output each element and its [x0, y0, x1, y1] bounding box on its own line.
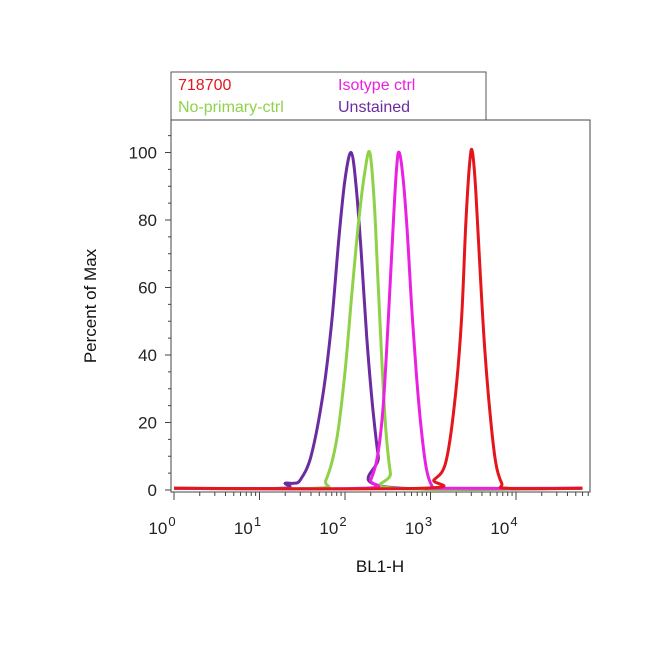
legend-entry-no-primary-ctrl: No-primary-ctrl [178, 99, 284, 116]
series-no-primary-ctrl-line [173, 149, 583, 491]
x-axis: 100 101 102 103 104 [148, 492, 589, 538]
x-tick-exponent: 1 [254, 514, 261, 529]
x-axis-title: BL1-H [356, 557, 404, 576]
x-tick-exponent: 4 [510, 514, 517, 529]
plot-frame [170, 119, 591, 493]
series-curves [173, 147, 583, 491]
legend-entry-isotype-ctrl: Isotype ctrl [338, 77, 415, 94]
series-unstained-line [173, 150, 583, 491]
legend-box [170, 71, 487, 121]
series-718700-line [173, 147, 583, 491]
y-tick-label: 0 [148, 481, 157, 500]
legend-entry-718700: 718700 [178, 77, 231, 94]
x-tick-label: 101 [234, 514, 261, 538]
x-tick-exponent: 0 [168, 514, 175, 529]
x-tick-label: 104 [490, 514, 517, 538]
y-tick-label: 20 [138, 414, 157, 433]
y-tick-label: 80 [138, 211, 157, 230]
y-axis-title: Percent of Max [81, 248, 100, 363]
y-tick-label: 100 [129, 144, 157, 163]
x-tick-exponent: 3 [425, 514, 432, 529]
series-isotype-ctrl-line [173, 150, 583, 491]
x-tick-label: 102 [319, 514, 346, 538]
y-tick-label: 40 [138, 346, 157, 365]
x-tick-exponent: 2 [339, 514, 346, 529]
x-tick-label: 100 [148, 514, 175, 538]
x-tick-label: 103 [405, 514, 432, 538]
legend-entry-unstained: Unstained [338, 99, 410, 116]
y-tick-label: 60 [138, 279, 157, 298]
y-axis: 0 20 40 60 80 100 [129, 135, 171, 500]
